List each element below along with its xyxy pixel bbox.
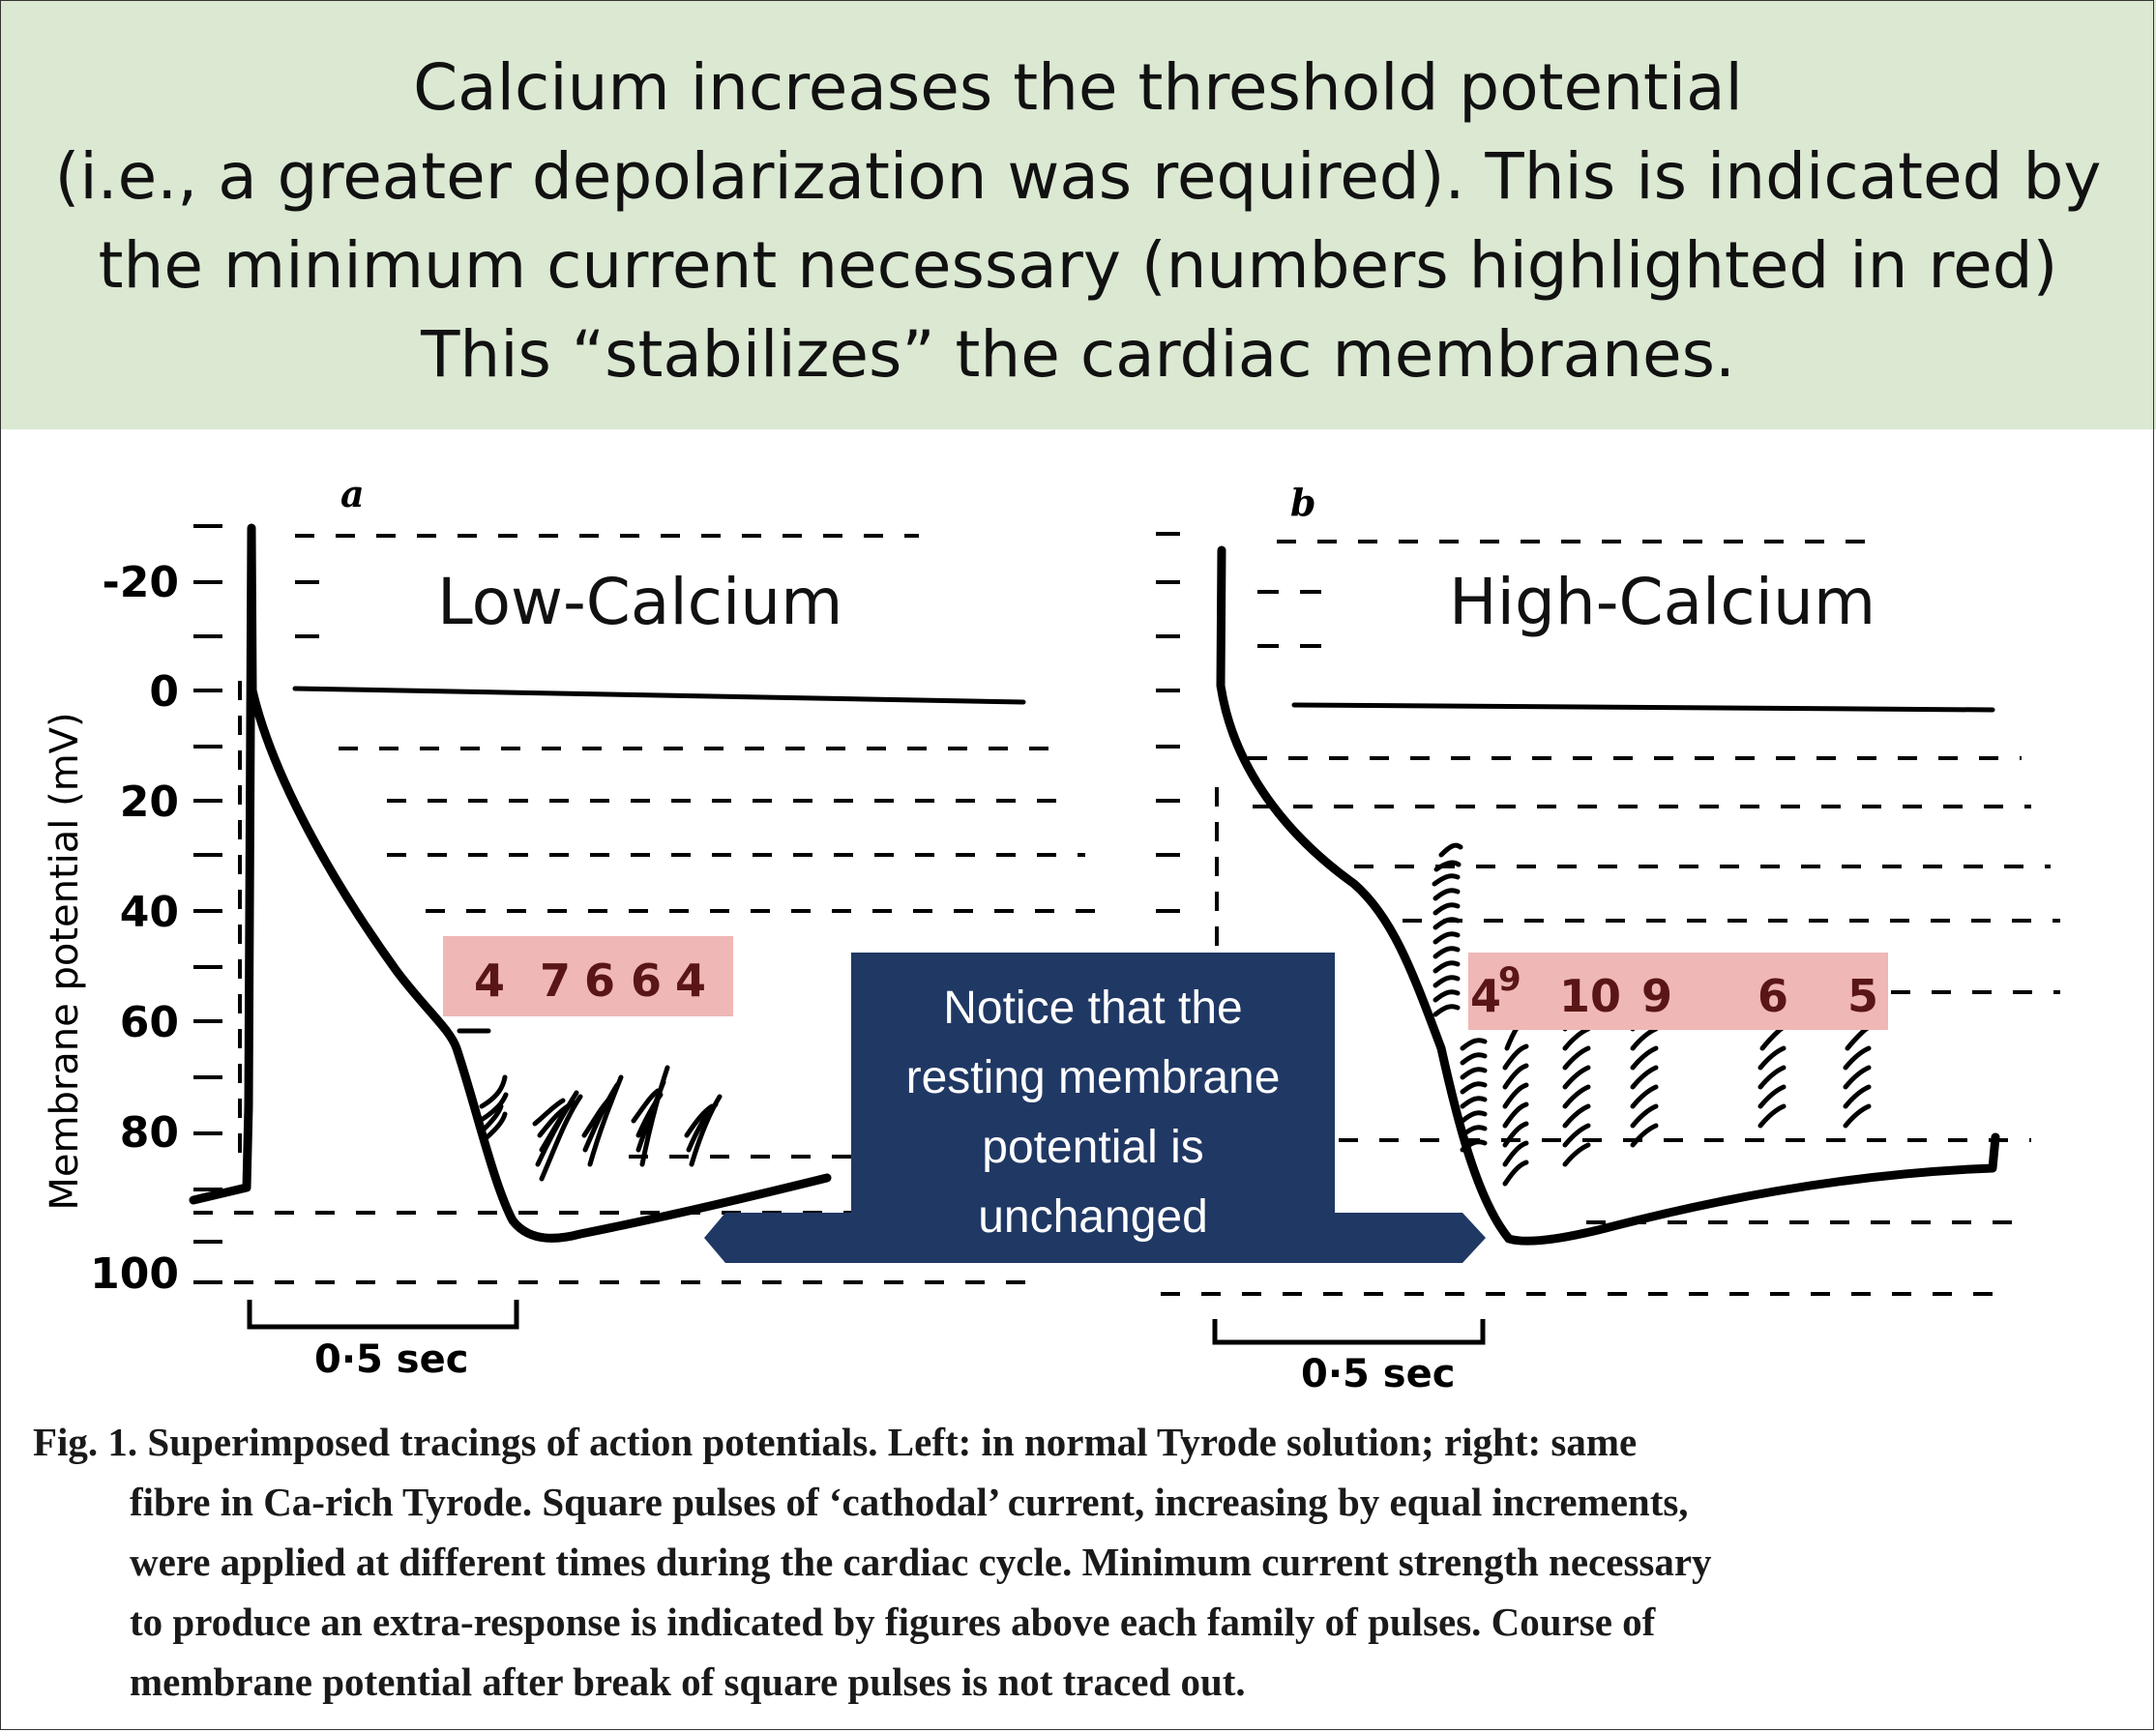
panel-b-zero-line (1291, 702, 1995, 713)
threshold-value: 6 (1757, 970, 1788, 1022)
panel-b-thresholds: 4 9 10 9 6 5 (1470, 960, 1878, 1022)
callout-line: potential is (982, 1122, 1203, 1173)
threshold-value: 4 (675, 954, 706, 1007)
header-banner: Calcium increases the threshold potentia… (0, 0, 2156, 429)
callout-box (704, 953, 1486, 1263)
header-line-3: the minimum current necessary (numbers h… (98, 228, 2058, 303)
y-tick-label: 20 (120, 778, 179, 827)
action-potential-figure: -20 0 20 40 60 80 100 Membrane potential… (43, 472, 2060, 1396)
figure-caption: Fig. 1. Superimposed tracings of action … (33, 1412, 2132, 1712)
caption-line: to produce an extra-response is indicate… (130, 1600, 1656, 1644)
y-tick-label: 40 (120, 888, 179, 937)
threshold-value: 10 (1559, 970, 1621, 1022)
panel-a-threshold-highlight (443, 936, 733, 1016)
panel-b-action-potential (1216, 545, 2000, 1246)
panel-a-scale-bar (247, 1300, 519, 1330)
scale-bars (247, 1300, 1486, 1345)
callout-line: resting membrane (906, 1052, 1281, 1103)
y-tick-label: 60 (120, 998, 179, 1047)
threshold-value: 7 (540, 954, 571, 1007)
y-tick-label: 80 (120, 1108, 179, 1158)
caption-line: were applied at different times during t… (130, 1540, 1712, 1584)
threshold-value: 9 (1641, 970, 1672, 1022)
header-line-4: This “stabilizes” the cardiac membranes. (421, 317, 1735, 392)
panel-b-scale-label: 0·5 sec (1301, 1352, 1455, 1396)
callout-line: unchanged (978, 1191, 1208, 1243)
panel-a-thresholds: 4 7 6 6 4 (474, 954, 706, 1007)
y-axis-label: Membrane potential (mV) (43, 712, 87, 1210)
panel-a-letter: a (340, 472, 365, 515)
panel-b-scale-bar (1212, 1319, 1486, 1345)
threshold-value: 4 (1470, 970, 1501, 1022)
threshold-value: 9 (1498, 960, 1521, 999)
y-tick-label: 0 (149, 667, 179, 717)
header-line-2: (i.e., a greater depolarization was requ… (54, 139, 2102, 214)
panel-a-pulse-family (477, 1065, 723, 1182)
caption-line: Fig. 1. Superimposed tracings of action … (33, 1420, 1638, 1464)
y-axis: -20 0 20 40 60 80 100 (90, 558, 179, 1299)
threshold-value: 6 (631, 954, 662, 1007)
panel-a-traces (189, 523, 1026, 1243)
callout-text: Notice that the resting membrane potenti… (906, 983, 1281, 1243)
panel-b-letter: b (1290, 481, 1316, 524)
y-tick-label: 100 (90, 1249, 179, 1299)
callout-line: Notice that the (943, 983, 1243, 1034)
threshold-value: 5 (1847, 970, 1878, 1022)
caption-line: fibre in Ca-rich Tyrode. Square pulses o… (130, 1480, 1689, 1524)
panel-a-title: Low-Calcium (437, 565, 842, 639)
caption-line: membrane potential after break of square… (130, 1659, 1246, 1704)
threshold-value: 6 (584, 954, 615, 1007)
panel-b-threshold-highlight (1468, 953, 1888, 1030)
y-tick-label: -20 (103, 558, 180, 607)
header-line-1: Calcium increases the threshold potentia… (413, 50, 1743, 125)
panel-a-scale-label: 0·5 sec (314, 1337, 468, 1382)
panel-a-action-potential (189, 523, 832, 1243)
threshold-value: 4 (474, 954, 505, 1007)
panel-b-title: High-Calcium (1449, 565, 1875, 639)
panel-a-zero-line (292, 686, 1026, 705)
